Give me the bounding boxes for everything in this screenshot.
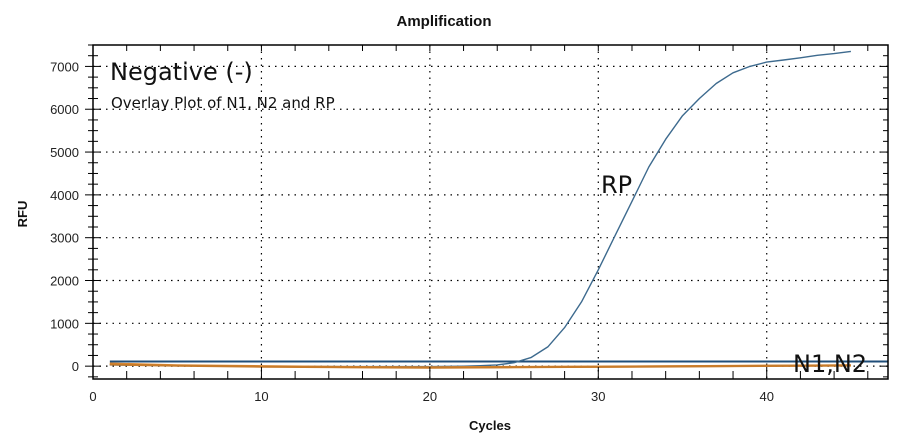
chart-title: Amplification — [396, 13, 491, 30]
x-tick-label: 20 — [423, 389, 437, 404]
plot-frame — [92, 44, 889, 380]
y-tick-label: 2000 — [50, 274, 79, 289]
annotation-rp-label: RP — [601, 171, 632, 199]
x-tick-label: 10 — [254, 389, 268, 404]
annotation-overlay-subheading: Overlay Plot of N1, N2 and RP — [111, 94, 335, 112]
y-tick-label: 0 — [72, 359, 79, 374]
y-axis-label: RFU — [15, 201, 30, 228]
y-tick-label: 7000 — [50, 59, 79, 74]
y-tick-label: 3000 — [50, 231, 79, 246]
annotation-n1-n2-label: N1,N2 — [793, 350, 867, 378]
y-tick-label: 4000 — [50, 188, 79, 203]
x-axis-label: Cycles — [469, 418, 511, 433]
x-tick-label: 30 — [591, 389, 605, 404]
x-tick-label: 0 — [89, 389, 96, 404]
annotation-negative-heading: Negative (-) — [110, 58, 253, 86]
series-layer — [109, 50, 888, 369]
x-tick-label: 40 — [759, 389, 773, 404]
y-tick-label: 6000 — [50, 102, 79, 117]
series-line-n2 — [109, 363, 851, 369]
y-tick-label: 5000 — [50, 145, 79, 160]
tick-label-layer: 0 1000 2000 3000 4000 5000 6000 7000 0 10 20 30 40 — [50, 59, 774, 404]
axis-layer — [85, 44, 889, 380]
y-tick-label: 1000 — [50, 316, 79, 331]
